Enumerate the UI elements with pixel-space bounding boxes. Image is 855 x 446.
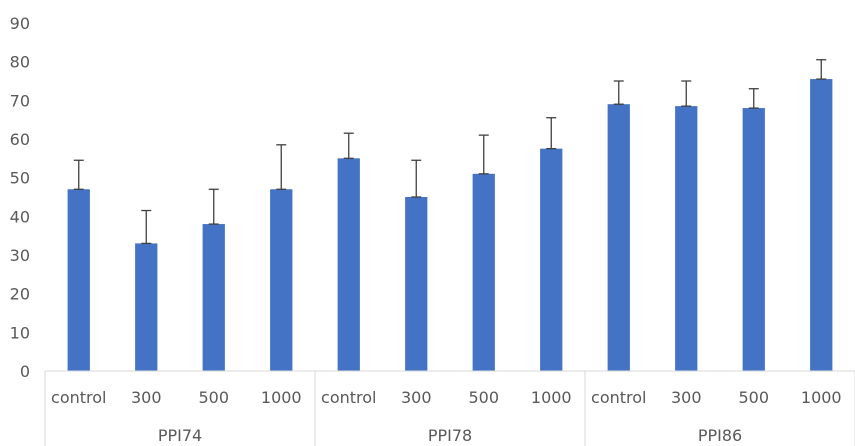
x-tick-label: 300 <box>671 388 702 407</box>
x-tick-label: 1000 <box>531 388 572 407</box>
y-tick-label: 80 <box>10 53 30 72</box>
x-axis: control 300 500 1000 PPI74 control 300 500 1000 P… <box>44 370 855 446</box>
y-tick-label: 90 <box>10 14 30 33</box>
bar-ppi74-500 <box>202 224 225 371</box>
bar-ppi74-1000 <box>270 189 293 371</box>
bar-ppi78-500 <box>472 173 495 371</box>
bar-ppi78-control <box>337 158 360 371</box>
y-tick-label: 30 <box>10 246 30 265</box>
error-bars <box>73 59 827 245</box>
x-tick-label: control <box>591 388 646 407</box>
y-tick-label: 20 <box>10 285 30 304</box>
x-tick-label: 300 <box>401 388 432 407</box>
y-tick-label: 0 <box>20 362 30 381</box>
x-tick-label: 500 <box>198 388 229 407</box>
group-label-ppi74: PPI74 <box>158 426 202 445</box>
bars <box>67 79 833 372</box>
group-label-ppi78: PPI78 <box>428 426 472 445</box>
bar-ppi78-300 <box>405 197 428 371</box>
y-tick-label: 50 <box>10 169 30 188</box>
x-tick-label: 500 <box>738 388 769 407</box>
bar-ppi86-control <box>607 104 630 371</box>
bar-ppi86-1000 <box>810 79 833 372</box>
y-tick-label: 60 <box>10 130 30 149</box>
x-tick-label: 300 <box>131 388 162 407</box>
x-tick-label: 500 <box>468 388 499 407</box>
bar-ppi78-1000 <box>540 148 563 371</box>
bar-ppi74-300 <box>135 243 158 371</box>
x-tick-label: control <box>51 388 106 407</box>
y-tick-label: 70 <box>10 91 30 110</box>
y-tick-label: 10 <box>10 323 30 342</box>
bar-ppi86-500 <box>742 108 765 372</box>
group-label-ppi86: PPI86 <box>698 426 742 445</box>
y-tick-label: 40 <box>10 207 30 226</box>
x-tick-label: control <box>321 388 376 407</box>
y-axis: 0 10 20 30 40 50 60 70 80 90 <box>10 14 30 381</box>
x-tick-label: 1000 <box>261 388 302 407</box>
bar-ppi74-control <box>67 189 90 371</box>
x-tick-label: 1000 <box>801 388 842 407</box>
bar-ppi86-300 <box>675 106 698 371</box>
